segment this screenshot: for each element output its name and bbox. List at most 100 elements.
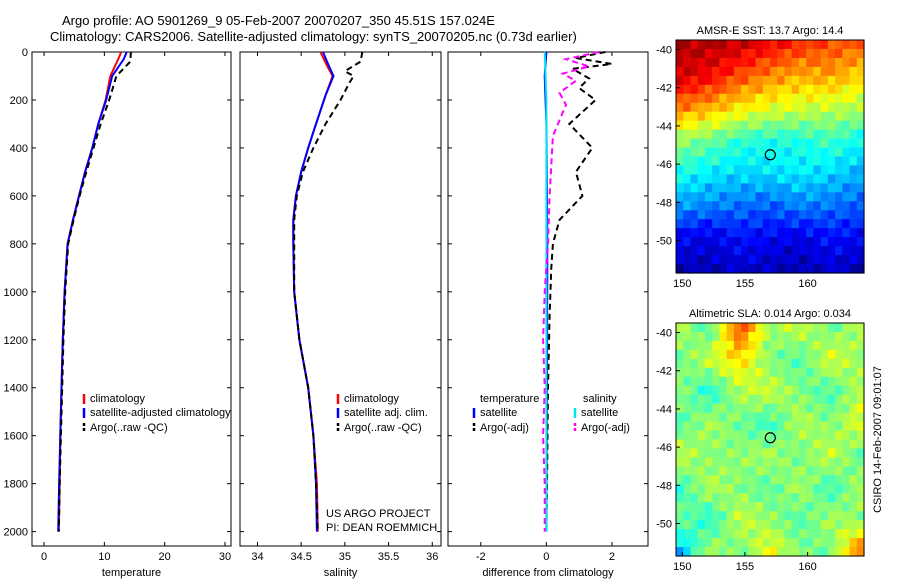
sla-cell — [770, 511, 778, 521]
sst-cell — [842, 84, 851, 95]
sla-cell — [777, 412, 786, 423]
sla-cell — [820, 493, 829, 503]
sst-cell — [719, 255, 728, 265]
sst-cell — [798, 174, 807, 184]
temperature-xtick-label: 0 — [41, 551, 47, 563]
sla-cell — [676, 538, 684, 548]
sst-cell — [726, 246, 735, 256]
sst-cell — [827, 156, 836, 167]
sla-cell — [842, 475, 851, 485]
sst-cell — [849, 174, 858, 184]
sst-cell — [842, 255, 851, 265]
sst-cell — [733, 246, 742, 256]
sla-cell — [704, 448, 713, 459]
sst-cell — [712, 183, 720, 193]
difference-xlabel: difference from climatology — [482, 567, 614, 579]
sla-cell — [827, 493, 836, 503]
temperature-xtick-label: 10 — [98, 551, 110, 563]
sst-cell — [697, 75, 706, 86]
sla-cell — [719, 538, 728, 548]
sla-cell — [683, 466, 692, 476]
sst-cell — [704, 264, 713, 274]
sst-cell — [762, 147, 771, 158]
sst-cell — [683, 201, 692, 211]
sst-cell — [683, 120, 692, 131]
sst-cell — [676, 165, 684, 176]
sst-cell — [755, 192, 764, 202]
sla-cell — [849, 358, 858, 369]
sla-cell — [704, 475, 713, 485]
sla-cell — [726, 502, 735, 512]
sst-cell — [676, 138, 684, 149]
sla-cell — [733, 403, 742, 414]
sla-cell — [712, 323, 720, 333]
sst-cell — [820, 183, 829, 193]
sla-cell — [827, 340, 836, 351]
sst-cell — [770, 264, 778, 274]
sst-cell — [697, 255, 706, 265]
sst-cell — [842, 183, 851, 193]
sst-cell — [719, 111, 728, 122]
sst-cell — [842, 120, 851, 131]
sst-cell — [748, 129, 757, 140]
sst-cell — [762, 255, 771, 265]
sla-cell — [770, 466, 778, 476]
sst-cell — [762, 66, 771, 77]
sla-cell — [748, 394, 757, 405]
salinity-xtick-label: 36 — [426, 551, 438, 563]
sla-cell — [777, 385, 786, 396]
sst-cell — [770, 147, 778, 158]
sst-cell — [726, 219, 735, 229]
sst-cell — [827, 228, 836, 238]
sst-cell — [791, 219, 800, 229]
sst-cell — [791, 111, 800, 122]
temp-legend-argo-label: Argo(..raw -QC) — [90, 422, 168, 434]
sla-cell — [690, 394, 699, 405]
sla-cell — [835, 520, 843, 530]
sla-cell — [770, 323, 778, 333]
sst-cell — [777, 156, 786, 167]
sla-cell — [791, 493, 800, 503]
sla-cell — [697, 421, 706, 432]
sla-cell — [676, 430, 684, 441]
sla-cell — [784, 475, 793, 485]
sla-cell — [726, 547, 735, 557]
sst-cell — [856, 174, 865, 184]
sla-cell — [683, 493, 692, 503]
sla-cell — [770, 412, 778, 423]
sst-cell — [697, 57, 706, 68]
sst-cell — [813, 129, 822, 140]
sla-cell — [719, 547, 728, 557]
sla-cell — [827, 529, 836, 539]
sst-cell — [820, 93, 829, 104]
sst-cell — [683, 147, 692, 158]
sla-cell — [683, 538, 692, 548]
sla-cell — [683, 340, 692, 351]
sst-cell — [719, 174, 728, 184]
sla-cell — [676, 403, 684, 414]
sla-cell — [791, 349, 800, 360]
sst-cell — [777, 264, 786, 274]
sla-cell — [842, 520, 851, 530]
sla-cell — [755, 421, 764, 432]
sst-cell — [806, 147, 814, 158]
sla-cell — [748, 340, 757, 351]
sst-cell — [770, 57, 778, 68]
sst-cell — [748, 102, 757, 113]
sst-cell — [813, 165, 822, 176]
sla-xtick-label: 155 — [736, 561, 754, 573]
sst-cell — [733, 48, 742, 59]
sla-cell — [697, 394, 706, 405]
sst-cell — [827, 147, 836, 158]
sla-cell — [770, 430, 778, 441]
sst-cell — [835, 183, 843, 193]
difference-series-line — [543, 51, 548, 532]
sst-cell — [748, 147, 757, 158]
sla-cell — [842, 385, 851, 396]
sst-cell — [719, 48, 728, 59]
sla-cell — [827, 466, 836, 476]
sst-cell — [676, 246, 684, 256]
sla-cell — [777, 358, 786, 369]
sla-cell — [762, 376, 771, 387]
sst-cell — [784, 192, 793, 202]
